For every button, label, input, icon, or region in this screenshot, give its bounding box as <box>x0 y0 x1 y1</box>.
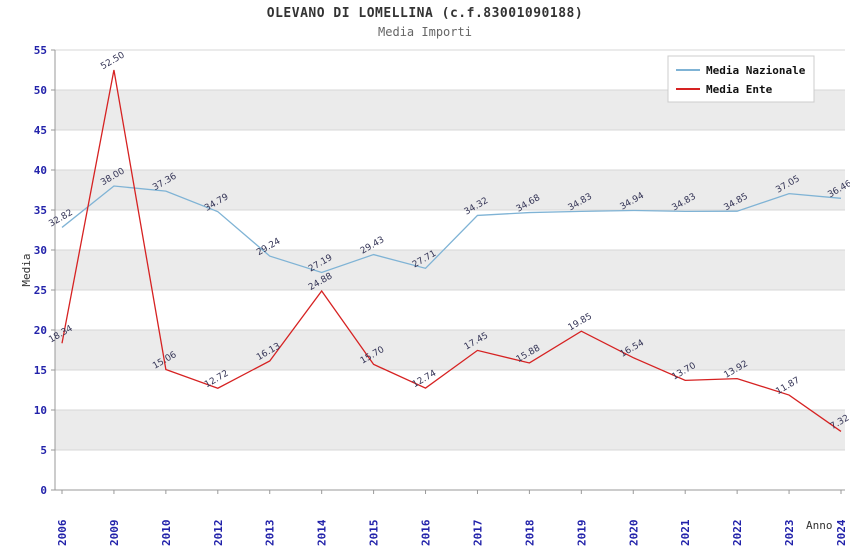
y-tick-label: 40 <box>34 164 47 177</box>
y-tick-label: 5 <box>40 444 47 457</box>
x-tick-label: 2016 <box>420 519 433 546</box>
x-tick-label: 2015 <box>368 520 381 547</box>
x-tick-label: 2017 <box>471 520 484 547</box>
plot-band <box>55 250 845 290</box>
series-line-1 <box>61 69 842 432</box>
legend-label: Media Nazionale <box>706 64 806 77</box>
x-tick-label: 2018 <box>523 520 536 547</box>
legend-label: Media Ente <box>706 83 773 96</box>
x-tick-label: 2020 <box>627 520 640 547</box>
data-label: 52.50 <box>99 50 127 72</box>
x-tick-label: 2010 <box>160 520 173 547</box>
x-tick-label: 2013 <box>264 520 277 547</box>
x-tick-label: 2019 <box>575 520 588 547</box>
x-tick-label: 2022 <box>731 520 744 547</box>
x-tick-label: 2024 <box>835 519 848 546</box>
y-tick-label: 45 <box>34 124 47 137</box>
x-tick-label: 2014 <box>316 519 329 546</box>
series-line-0 <box>61 185 842 274</box>
x-axis-title: Anno <box>806 519 833 532</box>
plot-band <box>55 170 845 210</box>
data-label: 12.74 <box>411 368 439 390</box>
y-tick-label: 10 <box>34 404 47 417</box>
legend-box <box>667 55 815 103</box>
x-tick-label: 2009 <box>108 520 121 547</box>
plot-band <box>55 330 845 370</box>
y-tick-label: 0 <box>40 484 47 497</box>
chart-title: OLEVANO DI LOMELLINA (c.f.83001090188) <box>266 6 584 21</box>
y-tick-label: 20 <box>34 324 47 337</box>
y-tick-label: 55 <box>34 44 47 57</box>
y-tick-label: 15 <box>34 364 47 377</box>
y-tick-label: 25 <box>34 284 47 297</box>
x-tick-label: 2012 <box>212 520 225 547</box>
x-tick-label: 2006 <box>56 519 69 546</box>
data-label: 12.72 <box>203 369 230 391</box>
y-tick-label: 35 <box>34 204 47 217</box>
y-tick-label: 50 <box>34 84 47 97</box>
y-tick-label: 30 <box>34 244 47 257</box>
y-axis-title: Media <box>20 253 33 286</box>
plot-band <box>55 410 845 450</box>
data-label: 32.82 <box>47 208 74 230</box>
data-label: 11.87 <box>774 376 801 398</box>
x-tick-label: 2021 <box>679 519 692 546</box>
x-tick-label: 2023 <box>783 520 796 547</box>
chart-subtitle: Media Importi <box>378 25 472 39</box>
